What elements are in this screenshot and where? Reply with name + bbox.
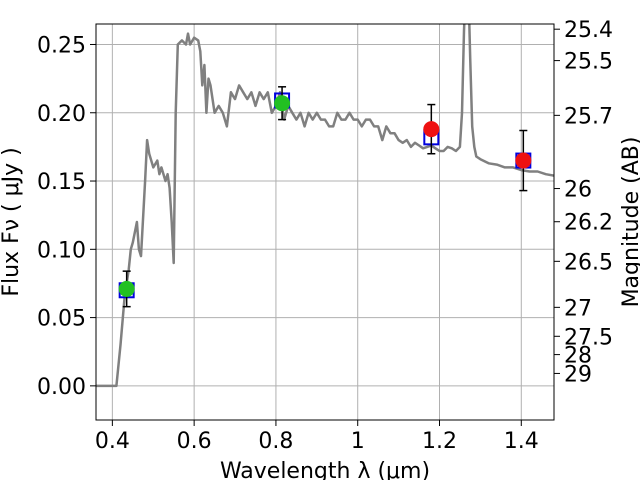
y2-tick-label: 25.5 (564, 50, 613, 75)
observed-markers (118, 86, 532, 308)
observed-point (423, 121, 440, 138)
y-tick-label: 0.25 (37, 33, 86, 58)
observed-point (118, 280, 135, 297)
y2-tick-label: 26.2 (564, 211, 613, 236)
x-tick-label: 1 (351, 429, 365, 454)
x-tick-label: 1.2 (422, 429, 457, 454)
y2-tick-label: 29 (564, 362, 592, 387)
y2-tick-label: 27.5 (564, 325, 613, 350)
series-layer (96, 24, 554, 388)
grid-lines (96, 24, 554, 420)
y-tick-label: 0.15 (37, 170, 86, 195)
y2-tick-label: 25.7 (564, 104, 613, 129)
y-tick-label: 0.20 (37, 102, 86, 127)
y-tick-label: 0.05 (37, 307, 86, 332)
y2-tick-label: 25.4 (564, 18, 613, 43)
y-axis-title: Flux Fν ( μJy ) (0, 147, 24, 296)
observed-point (274, 95, 291, 112)
y2-tick-label: 26 (564, 178, 592, 203)
y2-axis-title: Magnitude (AB) (619, 137, 640, 308)
y-tick-label: 0.10 (37, 238, 86, 263)
x-tick-label: 0.6 (177, 429, 212, 454)
observed-point (515, 152, 532, 169)
sed-line (96, 24, 554, 388)
model-markers (118, 92, 532, 299)
x-tick-label: 1.4 (504, 429, 539, 454)
y2-tick-label: 28 (564, 344, 592, 369)
axis-ticks: 0.4 0.6 0.8 1 1.2 1.4 0.00 0.05 0.10 0.15 0.20 0.25… (37, 18, 613, 454)
y2-tick-label: 27 (564, 296, 592, 321)
x-axis-title: Wavelength λ (μm) (220, 459, 430, 480)
x-tick-label: 0.4 (95, 429, 130, 454)
plot-frame (95, 23, 555, 421)
y2-tick-label: 26.5 (564, 250, 613, 275)
x-tick-label: 0.8 (258, 429, 293, 454)
y-tick-label: 0.00 (37, 375, 86, 400)
